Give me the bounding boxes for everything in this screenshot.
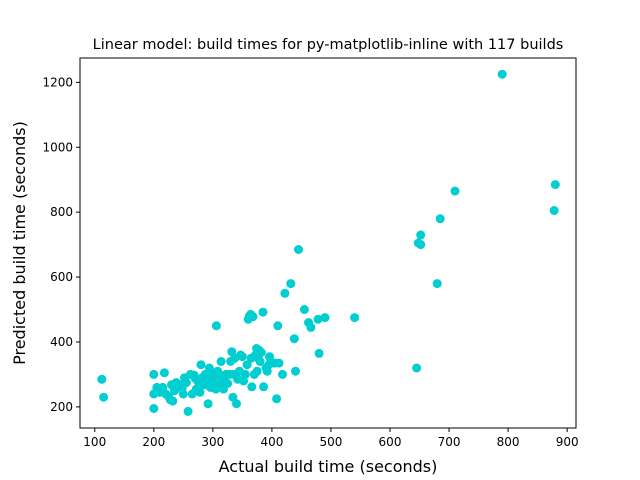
data-point	[183, 406, 193, 416]
y-tick-label: 400	[50, 335, 73, 349]
data-point	[223, 379, 233, 388]
data-point	[264, 360, 274, 370]
plot-frame	[79, 57, 577, 429]
data-point	[278, 369, 287, 379]
data-point	[181, 378, 191, 388]
x-tick-label: 300	[201, 435, 224, 449]
x-tick-label: 700	[438, 435, 461, 449]
data-point	[274, 358, 284, 368]
x-tick-label: 100	[83, 435, 106, 449]
data-point	[320, 313, 330, 323]
data-point	[211, 321, 221, 331]
x-tick-label: 800	[497, 435, 520, 449]
data-point	[272, 394, 282, 404]
data-point	[289, 334, 299, 344]
data-point	[252, 366, 262, 376]
data-point	[549, 206, 559, 215]
y-axis-ticks: 200 400 600 800 1000 1200	[42, 75, 80, 414]
x-tick-label: 400	[260, 435, 283, 449]
y-tick-label: 200	[50, 400, 73, 414]
data-point	[97, 374, 107, 384]
data-points	[97, 69, 560, 416]
x-axis-ticks: 100 200 300 400 500 600 700 800 900	[83, 428, 579, 449]
data-point	[294, 245, 303, 254]
data-point	[99, 392, 109, 402]
x-tick-label: 200	[142, 435, 165, 449]
data-point	[159, 368, 169, 378]
data-point	[412, 363, 422, 373]
y-axis-label: Predicted build time (seconds)	[10, 121, 29, 365]
data-point	[286, 279, 296, 289]
data-point	[240, 369, 250, 379]
y-tick-label: 1000	[42, 140, 73, 154]
data-point	[237, 352, 247, 362]
data-point	[280, 288, 290, 298]
y-tick-label: 600	[50, 270, 73, 284]
data-point	[450, 186, 460, 196]
data-point	[255, 357, 265, 366]
data-point	[195, 387, 205, 397]
data-point	[273, 321, 283, 331]
data-point	[314, 348, 324, 358]
data-point	[232, 399, 241, 409]
data-point	[497, 69, 507, 79]
data-point	[196, 360, 206, 370]
x-tick-label: 500	[319, 435, 342, 449]
data-point	[416, 230, 426, 240]
data-point	[149, 369, 159, 379]
data-point	[350, 313, 360, 323]
data-point	[203, 399, 213, 409]
chart-title: Linear model: build times for py-matplot…	[93, 37, 564, 53]
data-point	[258, 307, 268, 317]
x-tick-label: 900	[556, 435, 579, 449]
data-point	[247, 382, 257, 392]
data-point	[168, 396, 178, 406]
data-point	[306, 322, 316, 332]
x-tick-label: 600	[379, 435, 402, 449]
x-axis-label: Actual build time (seconds)	[219, 457, 438, 476]
data-point	[416, 240, 426, 250]
data-point	[149, 404, 159, 413]
data-point	[432, 279, 442, 289]
data-point	[242, 360, 252, 370]
data-point	[216, 357, 226, 366]
data-point	[299, 305, 309, 314]
data-point	[435, 214, 445, 224]
data-point	[256, 347, 266, 357]
y-tick-label: 1200	[42, 75, 73, 89]
data-point	[178, 389, 188, 399]
data-point	[313, 314, 323, 324]
data-point	[550, 180, 560, 190]
y-tick-label: 800	[50, 205, 73, 219]
data-point	[291, 366, 300, 376]
data-point	[259, 382, 269, 392]
data-point	[248, 312, 258, 322]
